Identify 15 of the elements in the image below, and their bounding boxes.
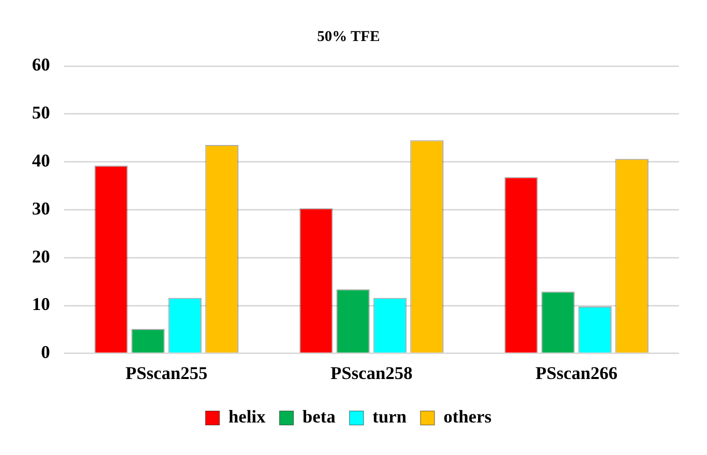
y-tick-label: 0 [41, 342, 50, 362]
y-tick-label: 60 [32, 54, 50, 75]
y-tick-label: 20 [32, 246, 50, 266]
chart-title: 50% TFE [317, 28, 380, 45]
y-tick-label: 10 [32, 294, 50, 314]
y-tick-label: 30 [32, 198, 50, 218]
legend-label: others [444, 406, 492, 427]
y-tick-label: 40 [32, 150, 50, 170]
y-tick-label: 50 [32, 102, 50, 123]
legend-label: turn [372, 406, 407, 427]
x-tick-label: PSscan266 [535, 362, 618, 383]
legend-label: beta [302, 406, 336, 427]
x-tick-label: PSscan255 [125, 362, 208, 383]
legend-label: helix [228, 406, 266, 427]
x-tick-label: PSscan258 [330, 362, 413, 383]
